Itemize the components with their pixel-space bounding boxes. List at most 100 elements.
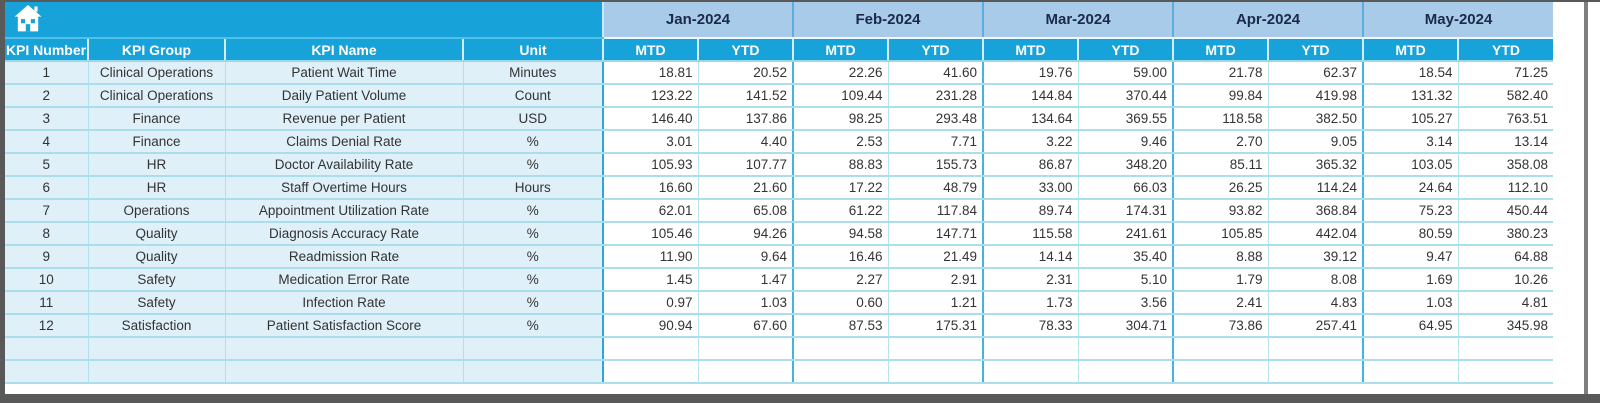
- value-cell[interactable]: 2.41: [1172, 291, 1269, 315]
- value-cell[interactable]: 112.10: [1457, 176, 1554, 200]
- value-cell[interactable]: 0.60: [792, 291, 888, 315]
- value-cell[interactable]: [982, 360, 1079, 384]
- value-cell[interactable]: 9.46: [1077, 130, 1174, 154]
- value-cell[interactable]: 61.22: [792, 199, 888, 223]
- value-cell[interactable]: 3.14: [1362, 130, 1459, 154]
- value-cell[interactable]: 348.20: [1077, 153, 1174, 177]
- kpi-group-cell[interactable]: Quality: [87, 245, 225, 269]
- value-cell[interactable]: [1457, 360, 1554, 384]
- value-cell[interactable]: [982, 337, 1079, 361]
- value-cell[interactable]: 89.74: [982, 199, 1079, 223]
- kpi-group-cell[interactable]: [87, 337, 225, 361]
- kpi-number-cell[interactable]: 10: [5, 268, 88, 292]
- value-cell[interactable]: 4.40: [697, 130, 793, 154]
- value-cell[interactable]: 26.25: [1172, 176, 1269, 200]
- value-cell[interactable]: 155.73: [887, 153, 984, 177]
- value-cell[interactable]: 141.52: [697, 84, 793, 108]
- value-cell[interactable]: 86.87: [982, 153, 1079, 177]
- unit-cell[interactable]: Minutes: [462, 61, 603, 85]
- value-cell[interactable]: 41.60: [887, 61, 984, 85]
- value-cell[interactable]: 105.85: [1172, 222, 1269, 246]
- unit-cell[interactable]: [462, 360, 603, 384]
- value-cell[interactable]: 105.46: [602, 222, 698, 246]
- value-cell[interactable]: 64.88: [1457, 245, 1554, 269]
- kpi-group-cell[interactable]: Operations: [87, 199, 225, 223]
- value-cell[interactable]: 48.79: [887, 176, 984, 200]
- value-cell[interactable]: 19.76: [982, 61, 1079, 85]
- value-cell[interactable]: 370.44: [1077, 84, 1174, 108]
- value-cell[interactable]: 18.81: [602, 61, 698, 85]
- value-cell[interactable]: 78.33: [982, 314, 1079, 338]
- value-cell[interactable]: 382.50: [1267, 107, 1364, 131]
- unit-cell[interactable]: [462, 337, 603, 361]
- value-cell[interactable]: [887, 360, 984, 384]
- kpi-name-cell[interactable]: Medication Error Rate: [224, 268, 463, 292]
- value-cell[interactable]: 117.84: [887, 199, 984, 223]
- unit-cell[interactable]: %: [462, 268, 603, 292]
- kpi-group-cell[interactable]: Quality: [87, 222, 225, 246]
- value-cell[interactable]: 257.41: [1267, 314, 1364, 338]
- value-cell[interactable]: 137.86: [697, 107, 793, 131]
- value-cell[interactable]: 7.71: [887, 130, 984, 154]
- kpi-group-cell[interactable]: Finance: [87, 107, 225, 131]
- value-cell[interactable]: 763.51: [1457, 107, 1554, 131]
- value-cell[interactable]: [1457, 337, 1554, 361]
- value-cell[interactable]: 146.40: [602, 107, 698, 131]
- value-cell[interactable]: 71.25: [1457, 61, 1554, 85]
- value-cell[interactable]: 4.81: [1457, 291, 1554, 315]
- kpi-name-cell[interactable]: Patient Wait Time: [224, 61, 463, 85]
- kpi-name-cell[interactable]: Diagnosis Accuracy Rate: [224, 222, 463, 246]
- value-cell[interactable]: [1267, 360, 1364, 384]
- value-cell[interactable]: 21.78: [1172, 61, 1269, 85]
- kpi-number-cell[interactable]: [5, 337, 88, 361]
- value-cell[interactable]: [792, 337, 888, 361]
- value-cell[interactable]: 88.83: [792, 153, 888, 177]
- value-cell[interactable]: 85.11: [1172, 153, 1269, 177]
- unit-cell[interactable]: %: [462, 314, 603, 338]
- home-button[interactable]: [11, 3, 45, 34]
- value-cell[interactable]: [697, 360, 793, 384]
- kpi-number-cell[interactable]: 7: [5, 199, 88, 223]
- value-cell[interactable]: 64.95: [1362, 314, 1459, 338]
- unit-cell[interactable]: %: [462, 222, 603, 246]
- value-cell[interactable]: 67.60: [697, 314, 793, 338]
- kpi-name-cell[interactable]: Infection Rate: [224, 291, 463, 315]
- value-cell[interactable]: 62.37: [1267, 61, 1364, 85]
- value-cell[interactable]: 419.98: [1267, 84, 1364, 108]
- value-cell[interactable]: 4.83: [1267, 291, 1364, 315]
- value-cell[interactable]: 17.22: [792, 176, 888, 200]
- value-cell[interactable]: 174.31: [1077, 199, 1174, 223]
- kpi-name-cell[interactable]: Revenue per Patient: [224, 107, 463, 131]
- kpi-number-cell[interactable]: 5: [5, 153, 88, 177]
- value-cell[interactable]: 105.93: [602, 153, 698, 177]
- value-cell[interactable]: 134.64: [982, 107, 1079, 131]
- value-cell[interactable]: 11.90: [602, 245, 698, 269]
- value-cell[interactable]: 98.25: [792, 107, 888, 131]
- value-cell[interactable]: 3.22: [982, 130, 1079, 154]
- value-cell[interactable]: 1.47: [697, 268, 793, 292]
- value-cell[interactable]: 39.12: [1267, 245, 1364, 269]
- kpi-number-cell[interactable]: 9: [5, 245, 88, 269]
- kpi-number-cell[interactable]: 2: [5, 84, 88, 108]
- kpi-group-cell[interactable]: Safety: [87, 268, 225, 292]
- value-cell[interactable]: 62.01: [602, 199, 698, 223]
- value-cell[interactable]: 9.05: [1267, 130, 1364, 154]
- value-cell[interactable]: 3.01: [602, 130, 698, 154]
- value-cell[interactable]: 99.84: [1172, 84, 1269, 108]
- value-cell[interactable]: 114.24: [1267, 176, 1364, 200]
- value-cell[interactable]: 73.86: [1172, 314, 1269, 338]
- value-cell[interactable]: 2.91: [887, 268, 984, 292]
- kpi-number-cell[interactable]: 3: [5, 107, 88, 131]
- value-cell[interactable]: 109.44: [792, 84, 888, 108]
- value-cell[interactable]: 144.84: [982, 84, 1079, 108]
- kpi-number-cell[interactable]: 12: [5, 314, 88, 338]
- kpi-name-cell[interactable]: [224, 360, 463, 384]
- kpi-group-cell[interactable]: Safety: [87, 291, 225, 315]
- kpi-name-cell[interactable]: Appointment Utilization Rate: [224, 199, 463, 223]
- value-cell[interactable]: [887, 337, 984, 361]
- value-cell[interactable]: [1172, 360, 1269, 384]
- value-cell[interactable]: 304.71: [1077, 314, 1174, 338]
- value-cell[interactable]: 20.52: [697, 61, 793, 85]
- value-cell[interactable]: 147.71: [887, 222, 984, 246]
- value-cell[interactable]: 1.79: [1172, 268, 1269, 292]
